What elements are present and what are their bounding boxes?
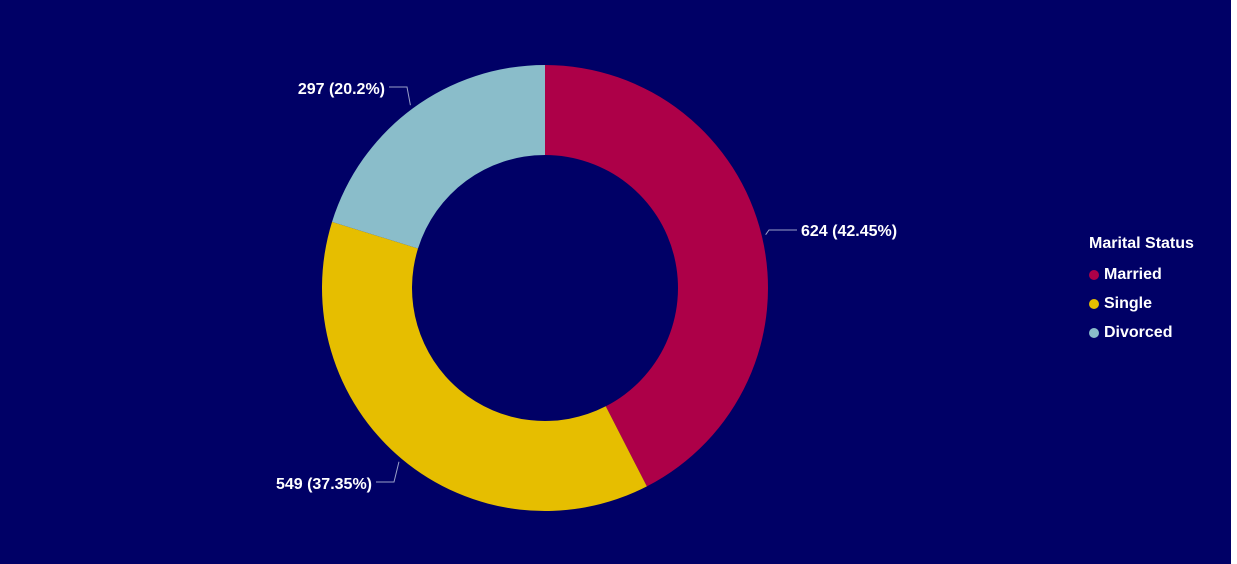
data-label-divorced: 297 (20.2%) xyxy=(298,81,385,98)
legend-marker-single xyxy=(1089,298,1099,309)
legend-marker-married xyxy=(1089,269,1099,280)
legend-label-divorced: Divorced xyxy=(1104,323,1173,341)
data-label-married: 624 (42.45%) xyxy=(801,223,897,240)
slice-single[interactable] xyxy=(321,221,647,512)
data-label-single: 549 (37.35%) xyxy=(276,476,372,493)
legend-label-single: Single xyxy=(1104,294,1153,312)
legend-item-married[interactable]: Married xyxy=(1089,260,1194,289)
leader-line-married xyxy=(765,229,797,235)
slice-married[interactable] xyxy=(545,65,768,487)
legend-item-divorced[interactable]: Divorced xyxy=(1089,318,1194,347)
legend-marker-divorced xyxy=(1089,327,1099,338)
legend-item-single[interactable]: Single xyxy=(1089,289,1194,318)
slice-divorced[interactable] xyxy=(332,65,545,249)
leader-line-divorced xyxy=(389,86,411,106)
legend-title: Marital Status xyxy=(1089,235,1194,252)
legend: Marital Status Married Single Divorced xyxy=(1089,235,1194,347)
leader-line-single xyxy=(376,461,400,483)
legend-label-married: Married xyxy=(1104,265,1162,283)
